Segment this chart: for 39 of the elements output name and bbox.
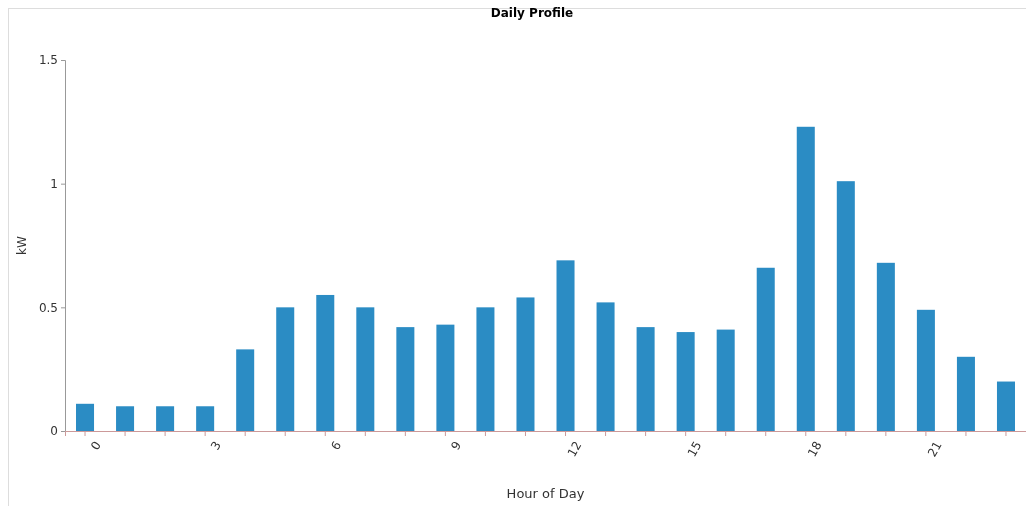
bar xyxy=(196,406,215,431)
y-tick-label: 0.5 xyxy=(38,300,58,315)
bar xyxy=(396,327,415,431)
bar xyxy=(956,356,975,431)
bar xyxy=(236,349,255,431)
x-tick-label: 18 xyxy=(804,438,825,460)
bar xyxy=(76,403,95,431)
bar xyxy=(916,309,935,431)
bar xyxy=(116,406,135,431)
y-tick-label: 0 xyxy=(50,424,58,439)
bar xyxy=(996,381,1015,431)
bar xyxy=(316,294,335,431)
bar xyxy=(556,260,575,431)
bar xyxy=(436,324,455,431)
x-tick-label: 21 xyxy=(925,438,945,460)
bar xyxy=(756,267,775,431)
bar xyxy=(796,126,815,431)
bar xyxy=(476,307,495,431)
bar xyxy=(636,327,655,431)
x-tick-label: 12 xyxy=(564,438,585,460)
y-tick-label: 1.5 xyxy=(38,53,58,68)
x-axis-title: Hour of Day xyxy=(506,486,585,501)
bar xyxy=(716,329,735,431)
bar xyxy=(836,181,855,431)
chart-title: Daily Profile xyxy=(490,6,574,20)
bar xyxy=(276,307,295,431)
x-tick-label: 3 xyxy=(208,438,225,453)
x-tick-label: 9 xyxy=(448,438,465,453)
bar xyxy=(596,302,615,431)
x-tick-label: 6 xyxy=(328,438,345,453)
x-tick-label: 0 xyxy=(87,438,104,453)
y-tick-label: 1 xyxy=(50,177,58,192)
bar xyxy=(676,332,695,431)
bar xyxy=(876,262,895,431)
bar xyxy=(356,307,375,431)
bar xyxy=(516,297,535,431)
x-tick-label: 15 xyxy=(684,438,705,460)
y-axis-title: kW xyxy=(15,235,29,255)
bar xyxy=(156,406,175,431)
